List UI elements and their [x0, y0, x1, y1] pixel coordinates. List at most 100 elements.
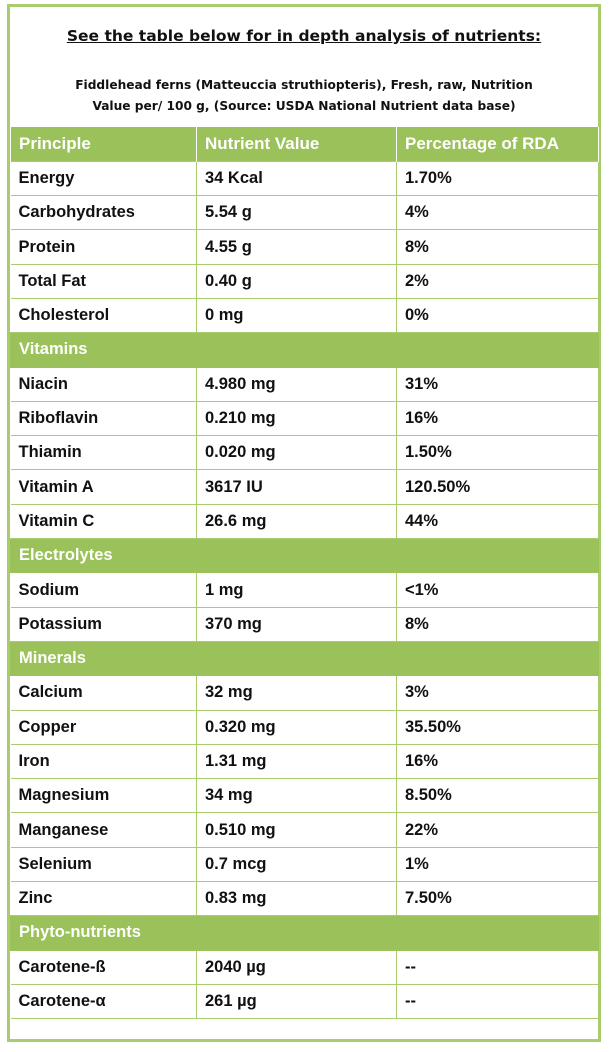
source-line-1: Fiddlehead ferns (Matteuccia struthiopte… — [75, 78, 533, 92]
rda-percentage-cell: 1.70% — [396, 160, 599, 197]
rda-percentage-cell: 1.50% — [396, 435, 599, 471]
nutrient-name-cell: Zinc — [10, 881, 197, 917]
nutrient-value-cell: 0.83 mg — [196, 881, 397, 917]
table-row: Sodium 1 mg <1% — [10, 572, 599, 608]
rda-percentage-cell: -- — [396, 983, 599, 1020]
nutrient-value-cell: 34 mg — [196, 778, 397, 814]
nutrient-value-cell: 4.55 g — [196, 229, 397, 265]
nutrient-value-cell: 26.6 mg — [196, 503, 397, 540]
rda-percentage-cell: 8% — [396, 606, 599, 642]
nutrient-value-cell: 34 Kcal — [196, 160, 397, 197]
header-row: Principle Nutrient Value Percentage of R… — [10, 127, 599, 162]
rda-percentage-cell: 4% — [396, 195, 599, 231]
nutrient-value-cell: 0 mg — [196, 297, 397, 334]
nutrient-name-cell: Copper — [10, 709, 197, 745]
rda-percentage-cell: 2% — [396, 263, 599, 299]
nutrition-panel: See the table below for in depth analysi… — [7, 4, 601, 1042]
nutrient-value-cell: 5.54 g — [196, 195, 397, 231]
table-row: Energy 34 Kcal 1.70% — [10, 160, 599, 197]
nutrient-value-cell: 4.980 mg — [196, 366, 397, 402]
nutrient-value-cell: 2040 µg — [196, 949, 397, 985]
rda-percentage-cell: 1% — [396, 846, 599, 883]
table-row: Manganese 0.510 mg 22% — [10, 812, 599, 848]
column-header-principle: Principle — [10, 127, 197, 162]
table-row: Riboflavin 0.210 mg 16% — [10, 400, 599, 437]
section-row: Electrolytes — [10, 538, 599, 574]
table-body: Energy 34 Kcal 1.70% Carbohydrates 5.54 g 4% P… — [10, 160, 599, 1020]
table-row: Thiamin 0.020 mg 1.50% — [10, 435, 599, 471]
nutrient-name-cell: Vitamin A — [10, 469, 197, 505]
table-row: Cholesterol 0 mg 0% — [10, 297, 599, 334]
nutrient-value-cell: 0.320 mg — [196, 709, 397, 745]
table-row: Carotene-α 261 µg -- — [10, 983, 599, 1020]
rda-percentage-cell: 44% — [396, 503, 599, 540]
nutrient-name-cell: Calcium — [10, 675, 197, 711]
nutrient-value-cell: 370 mg — [196, 606, 397, 642]
nutrient-table: Principle Nutrient Value Percentage of R… — [10, 127, 599, 1020]
nutrient-value-cell: 0.40 g — [196, 263, 397, 299]
table-heading: See the table below for in depth analysi… — [66, 27, 542, 45]
nutrient-name-cell: Cholesterol — [10, 297, 197, 334]
nutrient-name-cell: Carbohydrates — [10, 195, 197, 231]
nutrient-name-cell: Potassium — [10, 606, 197, 642]
column-header-nutrient-value: Nutrient Value — [196, 127, 397, 162]
nutrient-name-cell: Magnesium — [10, 778, 197, 814]
nutrient-name-cell: Carotene-α — [10, 983, 197, 1020]
nutrient-name-cell: Total Fat — [10, 263, 197, 299]
nutrient-name-cell: Selenium — [10, 846, 197, 883]
section-row: Phyto-nutrients — [10, 915, 599, 951]
rda-percentage-cell: 7.50% — [396, 881, 599, 917]
rda-percentage-cell: <1% — [396, 572, 599, 608]
rda-percentage-cell: 8.50% — [396, 778, 599, 814]
nutrient-name-cell: Manganese — [10, 812, 197, 848]
nutrient-value-cell: 0.510 mg — [196, 812, 397, 848]
nutrient-name-cell: Protein — [10, 229, 197, 265]
table-row: Vitamin A 3617 IU 120.50% — [10, 469, 599, 505]
section-row: Minerals — [10, 640, 599, 677]
table-row: Niacin 4.980 mg 31% — [10, 366, 599, 402]
rda-percentage-cell: -- — [396, 949, 599, 985]
table-row: Carotene-ß 2040 µg -- — [10, 949, 599, 985]
nutrient-value-cell: 0.020 mg — [196, 435, 397, 471]
nutrient-value-cell: 1 mg — [196, 572, 397, 608]
section-label: Minerals — [10, 640, 599, 677]
nutrient-value-cell: 32 mg — [196, 675, 397, 711]
table-row: Magnesium 34 mg 8.50% — [10, 778, 599, 814]
nutrient-name-cell: Sodium — [10, 572, 197, 608]
nutrient-name-cell: Thiamin — [10, 435, 197, 471]
nutrient-value-cell: 1.31 mg — [196, 743, 397, 780]
section-row: Vitamins — [10, 332, 599, 368]
nutrient-value-cell: 3617 IU — [196, 469, 397, 505]
table-row: Iron 1.31 mg 16% — [10, 743, 599, 780]
table-row: Protein 4.55 g 8% — [10, 229, 599, 265]
nutrient-name-cell: Carotene-ß — [10, 949, 197, 985]
column-header-rda: Percentage of RDA — [396, 127, 599, 162]
section-label: Phyto-nutrients — [10, 915, 599, 951]
rda-percentage-cell: 31% — [396, 366, 599, 402]
rda-percentage-cell: 0% — [396, 297, 599, 334]
table-row: Zinc 0.83 mg 7.50% — [10, 881, 599, 917]
source-caption: Fiddlehead ferns (Matteuccia struthiopte… — [10, 65, 598, 127]
rda-percentage-cell: 35.50% — [396, 709, 599, 745]
nutrient-value-cell: 261 µg — [196, 983, 397, 1020]
nutrient-name-cell: Energy — [10, 160, 197, 197]
table-row: Copper 0.320 mg 35.50% — [10, 709, 599, 745]
table-row: Vitamin C 26.6 mg 44% — [10, 503, 599, 540]
nutrient-name-cell: Riboflavin — [10, 400, 197, 437]
nutrient-value-cell: 0.210 mg — [196, 400, 397, 437]
nutrient-value-cell: 0.7 mcg — [196, 846, 397, 883]
rda-percentage-cell: 8% — [396, 229, 599, 265]
table-row: Carbohydrates 5.54 g 4% — [10, 195, 599, 231]
section-label: Vitamins — [10, 332, 599, 368]
table-row: Potassium 370 mg 8% — [10, 606, 599, 642]
section-label: Electrolytes — [10, 538, 599, 574]
nutrient-name-cell: Iron — [10, 743, 197, 780]
table-row: Total Fat 0.40 g 2% — [10, 263, 599, 299]
table-row: Selenium 0.7 mcg 1% — [10, 846, 599, 883]
nutrient-name-cell: Niacin — [10, 366, 197, 402]
rda-percentage-cell: 22% — [396, 812, 599, 848]
rda-percentage-cell: 16% — [396, 400, 599, 437]
rda-percentage-cell: 16% — [396, 743, 599, 780]
rda-percentage-cell: 120.50% — [396, 469, 599, 505]
table-row: Calcium 32 mg 3% — [10, 675, 599, 711]
